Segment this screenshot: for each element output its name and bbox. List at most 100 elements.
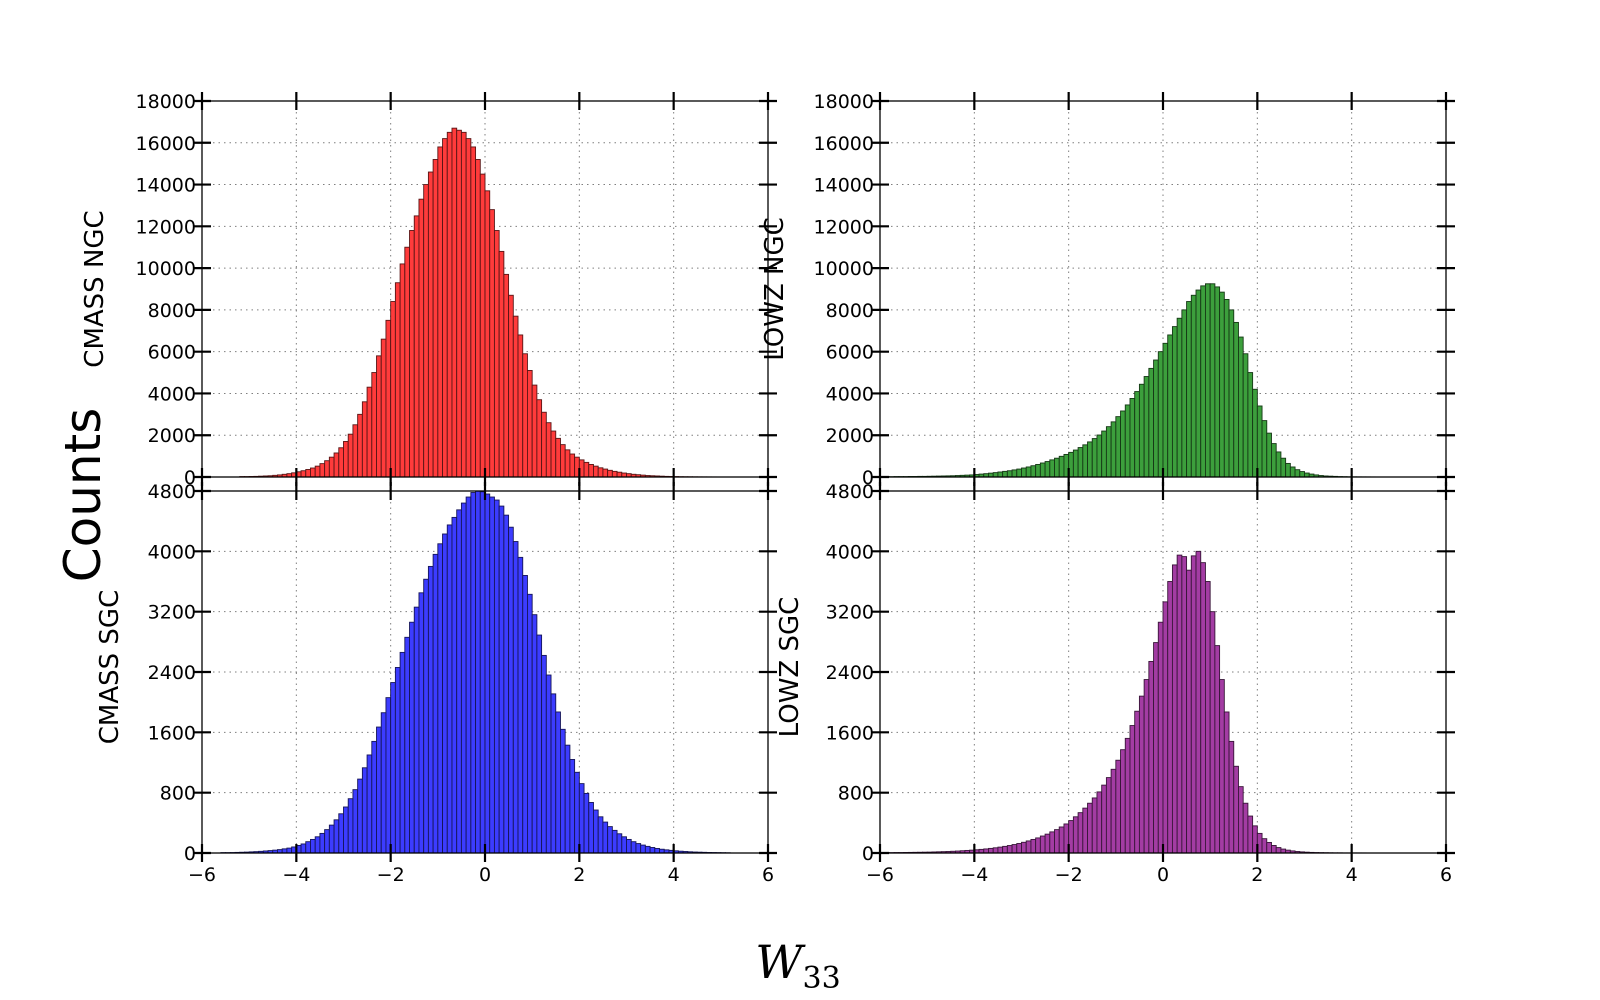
- y-tick-label: 0: [184, 467, 196, 489]
- histogram-bar: [1087, 802, 1093, 854]
- histogram-bar: [1091, 438, 1098, 478]
- histogram-bar: [338, 813, 344, 854]
- histogram-bar: [508, 526, 514, 854]
- histogram-bar: [1124, 737, 1131, 854]
- histogram-bar: [1195, 550, 1202, 854]
- histogram-bar: [1143, 679, 1150, 854]
- y-tick-label: 0: [862, 843, 874, 865]
- histogram-bar: [1077, 447, 1084, 478]
- y-tick-label: 0: [184, 843, 196, 865]
- histogram-bar: [371, 372, 377, 478]
- histogram-bar: [1129, 398, 1136, 478]
- histogram-bar: [409, 621, 415, 854]
- histogram-bar: [1271, 443, 1277, 478]
- histogram-bar: [522, 575, 528, 854]
- histogram-bar: [1096, 791, 1103, 854]
- histogram-bar: [1021, 467, 1027, 478]
- y-tick-label: 4800: [826, 481, 874, 503]
- panel-ylabel: CMASS NGC: [80, 210, 110, 367]
- histogram-bar: [352, 789, 359, 854]
- histogram-bar: [1002, 470, 1008, 478]
- histogram-bar: [432, 553, 439, 854]
- histogram-bar: [1233, 321, 1239, 478]
- histogram-bar: [550, 693, 557, 854]
- histogram-bar: [451, 516, 458, 854]
- histogram-bar: [489, 496, 495, 854]
- histogram-bar: [437, 543, 444, 854]
- histogram-bar: [286, 847, 293, 854]
- histogram-bar: [569, 759, 576, 854]
- histogram-bar: [300, 470, 307, 478]
- histogram-bar: [588, 802, 594, 854]
- histogram-bar: [1167, 581, 1173, 854]
- histogram-bar: [1190, 555, 1197, 854]
- y-tick-label: 4000: [826, 383, 874, 405]
- histogram-bar: [328, 456, 335, 478]
- panel-ylabel: CMASS SGC: [95, 590, 125, 744]
- x-tick-label: −2: [377, 864, 405, 886]
- histogram-bar: [988, 847, 994, 854]
- histogram-bar: [1271, 845, 1277, 854]
- histogram-bar: [1289, 466, 1296, 478]
- histogram-bar: [508, 294, 514, 478]
- histogram-bar: [489, 209, 495, 478]
- histogram-bar: [640, 844, 646, 854]
- y-tick-label: 12000: [814, 216, 874, 238]
- histogram-bar: [593, 465, 599, 478]
- histogram-bar: [376, 726, 382, 854]
- histogram-bar: [649, 847, 656, 854]
- histogram-bar: [1162, 342, 1169, 478]
- counts-axis-label: Counts: [54, 408, 112, 583]
- histogram-bar: [413, 606, 420, 854]
- histogram-bar: [560, 728, 566, 854]
- histogram-bar: [380, 712, 387, 854]
- y-tick-label: 2000: [148, 425, 196, 447]
- histogram-bar: [1266, 432, 1272, 478]
- histogram-bar: [1242, 353, 1249, 478]
- histogram-bar: [310, 838, 316, 854]
- histogram-bar: [366, 386, 373, 478]
- x-tick-label: −4: [960, 864, 988, 886]
- histogram-bar: [578, 783, 585, 854]
- histogram-bar: [418, 592, 425, 854]
- histogram-bar: [602, 468, 609, 478]
- histogram-bar: [626, 838, 632, 854]
- histogram-bar: [1219, 291, 1225, 478]
- histogram-bar: [1280, 457, 1287, 478]
- histogram-bar: [654, 848, 660, 854]
- histogram-bar: [498, 505, 505, 854]
- y-tick-label: 12000: [136, 216, 196, 238]
- histogram-bar: [536, 399, 543, 478]
- histogram-bar: [555, 437, 561, 478]
- y-tick-label: 14000: [136, 175, 196, 197]
- histogram-bar: [997, 471, 1004, 478]
- histogram-bar: [611, 470, 618, 478]
- histogram-bar: [1275, 451, 1282, 478]
- w33-axis-label: W33: [755, 935, 840, 996]
- histogram-bar: [437, 146, 444, 478]
- histogram-bar: [1049, 459, 1055, 478]
- histogram-bar: [380, 338, 387, 478]
- histogram-bar: [343, 806, 349, 854]
- histogram-bar: [1058, 826, 1065, 854]
- histogram-bar: [324, 460, 330, 478]
- histogram-bar: [992, 847, 999, 854]
- histogram-bar: [333, 452, 340, 478]
- y-tick-label: 800: [160, 783, 196, 805]
- histogram-bar: [1110, 768, 1117, 854]
- histogram-bar: [1030, 838, 1037, 854]
- histogram-bar: [997, 846, 1004, 854]
- histogram-bar: [1157, 621, 1164, 854]
- histogram-bar: [1105, 777, 1112, 854]
- histogram-bar: [1209, 283, 1216, 478]
- histogram-bar: [597, 467, 604, 478]
- histogram-bar: [451, 127, 458, 478]
- histogram-bar: [1049, 831, 1055, 854]
- panel-ylabel: LOWZ SGC: [775, 597, 805, 738]
- histogram-bar: [1223, 298, 1230, 478]
- histogram-bar: [376, 355, 382, 478]
- histogram-bar: [409, 230, 415, 478]
- histogram-bar: [314, 836, 321, 854]
- histogram-bar: [361, 767, 368, 854]
- histogram-bar: [1238, 786, 1244, 854]
